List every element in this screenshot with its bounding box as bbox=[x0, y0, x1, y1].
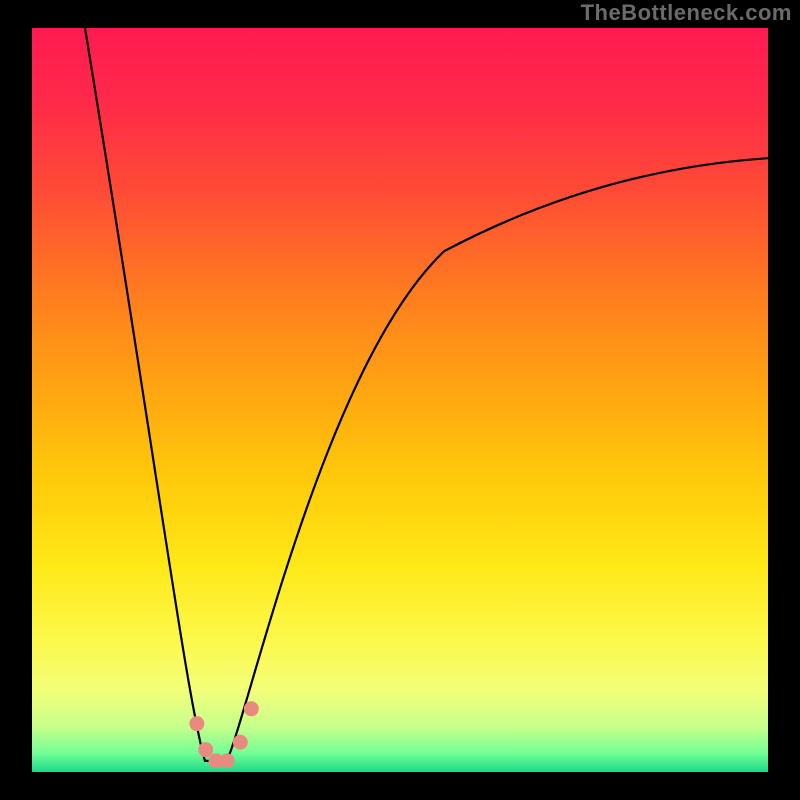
datapoint-marker bbox=[233, 735, 248, 750]
datapoint-marker bbox=[244, 701, 259, 716]
datapoint-marker bbox=[220, 753, 235, 768]
datapoint-marker bbox=[198, 742, 213, 757]
plot-background bbox=[32, 28, 768, 772]
datapoint-marker bbox=[189, 716, 204, 731]
watermark-text: TheBottleneck.com bbox=[581, 0, 792, 26]
bottleneck-curve-chart bbox=[0, 0, 800, 800]
chart-stage: TheBottleneck.com bbox=[0, 0, 800, 800]
